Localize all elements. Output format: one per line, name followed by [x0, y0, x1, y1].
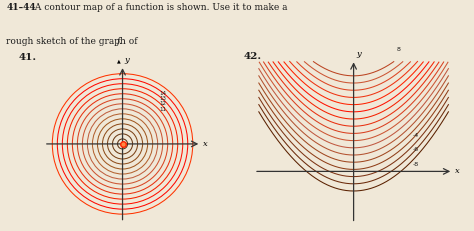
Text: -6: -6	[412, 147, 419, 152]
Text: y: y	[356, 50, 361, 58]
Text: rough sketch of the graph of: rough sketch of the graph of	[6, 37, 140, 46]
Text: 14: 14	[160, 91, 167, 96]
Text: -4: -4	[412, 133, 419, 138]
Text: x: x	[455, 167, 460, 175]
Text: A contour map of a function is shown. Use it to make a: A contour map of a function is shown. Us…	[32, 3, 288, 12]
Text: 41.: 41.	[19, 53, 37, 62]
Text: 8: 8	[396, 47, 400, 52]
Text: 12: 12	[160, 101, 167, 106]
Text: 42.: 42.	[244, 52, 262, 61]
Text: ▲: ▲	[117, 58, 121, 63]
Text: x: x	[203, 140, 208, 148]
Text: 41–44: 41–44	[6, 3, 36, 12]
Text: y: y	[125, 56, 129, 64]
Text: 11: 11	[160, 107, 167, 112]
Text: f.: f.	[116, 37, 122, 46]
Text: -8: -8	[412, 161, 419, 167]
Text: 13: 13	[160, 96, 167, 101]
